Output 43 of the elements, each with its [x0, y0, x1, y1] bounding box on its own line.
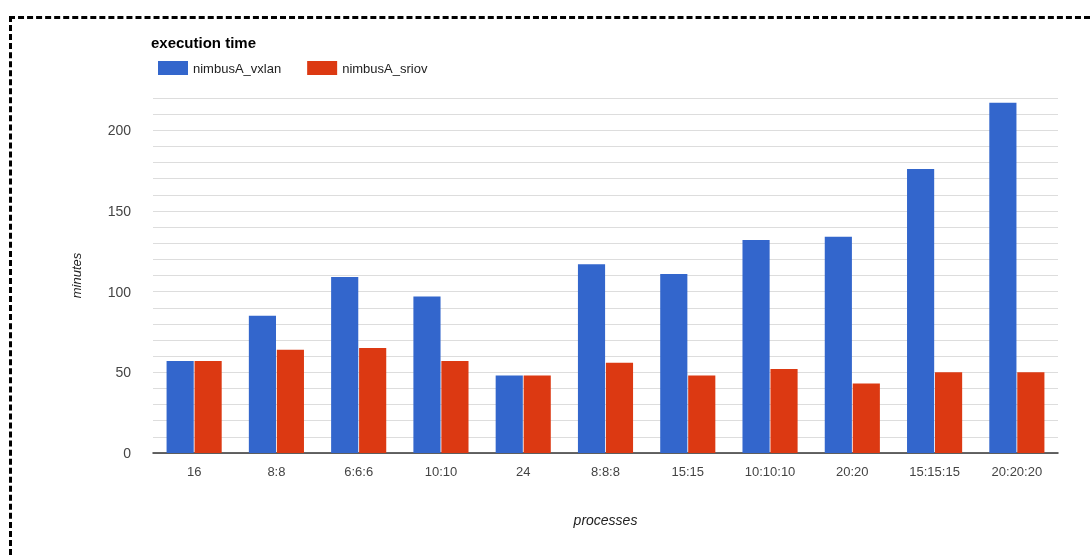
bar: [770, 369, 798, 453]
y-axis-title: minutes: [69, 252, 84, 299]
bar: [276, 349, 304, 453]
bar: [660, 273, 688, 453]
bar: [935, 372, 963, 453]
bar: [1017, 372, 1045, 453]
x-tick-label: 8:8:8: [591, 464, 620, 479]
x-tick-label: 20:20: [836, 464, 869, 479]
legend-label: nimbusA_sriov: [342, 60, 428, 76]
bar: [577, 264, 606, 453]
x-tick-label: 10:10: [424, 464, 458, 479]
bar: [331, 277, 359, 453]
bar: [742, 240, 770, 453]
x-tick-label: 6:6:6: [344, 464, 374, 479]
bar: [248, 315, 276, 453]
x-tick-label: 10:10:10: [744, 464, 796, 479]
bar: [907, 169, 935, 453]
bar: [523, 375, 551, 453]
bar: [441, 361, 469, 453]
x-tick-label: 15:15: [671, 464, 705, 479]
bar: [852, 383, 880, 453]
x-tick-label: 8:8: [267, 464, 286, 479]
bar: [495, 375, 523, 453]
bar: [989, 102, 1017, 453]
bar: [359, 348, 387, 453]
y-tick-label: 50: [115, 364, 132, 381]
x-tick-label: 20:20:20: [991, 464, 1043, 479]
y-tick-label: 100: [107, 283, 132, 300]
x-tick-label: 24: [515, 464, 531, 479]
bar: [194, 361, 222, 453]
y-tick-label: 0: [123, 445, 132, 461]
x-tick-label: 16: [186, 464, 202, 479]
x-tick-label: 15:15:15: [909, 464, 960, 479]
x-axis-title: processes: [572, 512, 638, 528]
bar: [824, 236, 852, 453]
bar: [605, 362, 634, 453]
chart-title: execution time: [151, 34, 257, 51]
bar: [413, 296, 441, 453]
bar: [688, 375, 716, 453]
y-tick-label: 200: [107, 122, 132, 139]
legend-label: nimbusA_vxlan: [193, 60, 282, 76]
bar: [166, 361, 194, 453]
y-tick-label: 150: [107, 202, 132, 219]
